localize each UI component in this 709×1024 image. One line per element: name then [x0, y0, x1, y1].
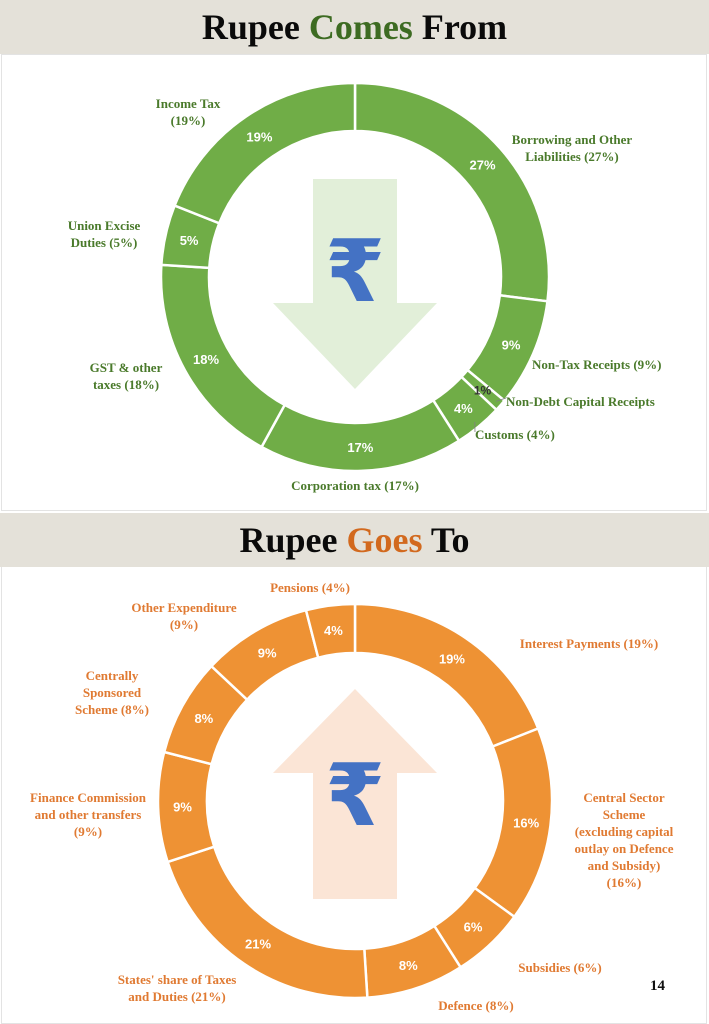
expense-title-part-2: Goes: [346, 520, 423, 560]
data-label: 19%: [246, 129, 272, 144]
data-label: 8%: [399, 958, 418, 973]
income-data-labels: 27% 9% 1%4% 17% 18% 5% 19%: [180, 129, 521, 455]
up-arrow-icon: ₹: [273, 689, 437, 899]
income-title-part-1: Rupee: [201, 7, 309, 47]
category-label: GST & other taxes (18%): [90, 360, 163, 392]
down-arrow-icon: ₹: [273, 179, 437, 389]
category-label: Central Sector Scheme (excluding capital ou…: [575, 790, 674, 890]
data-label: 4%: [454, 401, 473, 416]
category-label: Borrowing and Other Liabilities (27%): [512, 132, 633, 164]
data-label: 27%: [470, 158, 496, 173]
data-label: 6%: [464, 920, 483, 935]
data-label: 1%: [474, 383, 492, 397]
income-category-labels: Borrowing and Other Liabilities (27%) Non-…: [68, 96, 662, 493]
category-label: Union Excise Duties (5%): [68, 218, 141, 250]
category-label: Non-Debt Capital Receipts: [506, 394, 655, 409]
income-chart-panel: [1, 54, 707, 511]
expense-title-part-3: To: [422, 520, 470, 560]
data-label: 4%: [324, 623, 343, 638]
rupee-icon: ₹: [325, 222, 385, 322]
income-title-part-2: Comes: [308, 7, 413, 47]
arrow-shape: [273, 689, 437, 899]
category-label: Income Tax (19%): [156, 96, 221, 128]
arrow-shape: [273, 179, 437, 389]
leader-line: [495, 397, 507, 402]
expense-title-banner: Rupee Goes To: [0, 513, 709, 567]
donut-slice: [259, 398, 461, 473]
expense-category-labels: Interest Payments (19%) Central Sector Sch…: [30, 580, 674, 1013]
income-title-part-3: From: [412, 7, 508, 47]
expense-data-labels: 19% 16% 6% 8% 21% 9% 8% 9% 4%: [173, 623, 539, 973]
data-label: 5%: [180, 233, 199, 248]
category-label: Pensions (4%): [270, 580, 350, 595]
data-label: 9%: [173, 799, 192, 814]
data-label: 8%: [194, 711, 213, 726]
income-title-banner: Rupee Comes From: [0, 0, 709, 54]
category-label: States' share of Taxes and Duties (21%): [118, 972, 237, 1004]
donut-slice: [172, 81, 357, 225]
category-label: Centrally Sponsored Scheme (8%): [75, 668, 149, 717]
category-label: Other Expenditure (9%): [131, 600, 237, 632]
data-label: 18%: [193, 352, 219, 367]
data-label: 21%: [245, 937, 271, 952]
category-label: Interest Payments (19%): [520, 636, 658, 651]
data-label: 9%: [258, 646, 277, 661]
rupee-icon: ₹: [325, 746, 385, 846]
category-label: Corporation tax (17%): [291, 478, 419, 493]
data-label: 17%: [347, 440, 373, 455]
data-label: 16%: [513, 816, 539, 831]
income-donut: [159, 81, 551, 473]
data-label: 9%: [502, 338, 521, 353]
category-label: Defence (8%): [438, 998, 513, 1013]
category-label: Subsidies (6%): [518, 960, 601, 975]
donut-slice: [159, 263, 287, 449]
expense-title-part-1: Rupee: [239, 520, 347, 560]
expense-donut: [156, 602, 554, 1000]
category-label: Non-Tax Receipts (9%): [532, 357, 662, 372]
category-label: Customs (4%): [475, 427, 555, 442]
page-number: 14: [650, 978, 665, 994]
category-label: Finance Commission and other transfers (9%…: [30, 790, 147, 839]
data-label: 19%: [439, 651, 465, 666]
donut-slice: [304, 602, 357, 660]
